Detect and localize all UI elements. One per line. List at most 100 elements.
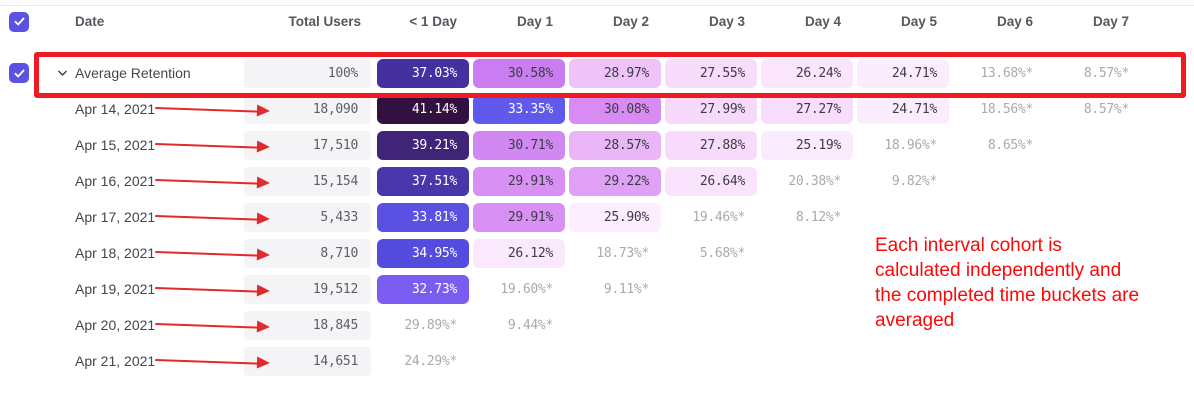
total-users-column: 14,651	[242, 346, 375, 376]
retention-cell-1-day[interactable]: 34.95%	[377, 238, 469, 268]
table-row[interactable]: Apr 17, 2021 5,433 33.81% 29.91% 25.90% 19.46…	[0, 199, 1194, 235]
day-cell-slot: 29.89%*	[375, 311, 471, 340]
retention-cell-day-3[interactable]: 26.64%	[665, 166, 757, 196]
retention-cell-day-4: 8.12%*	[795, 209, 841, 225]
day-cell-slot: 39.21%	[375, 130, 471, 160]
table-row[interactable]: Apr 15, 2021 17,510 39.21% 30.71% 28.57% 27.8…	[0, 127, 1194, 163]
retention-cell-day-2[interactable]: 30.08%	[569, 94, 661, 124]
date-cell: Apr 21, 2021	[42, 353, 242, 369]
row-checkbox[interactable]	[9, 63, 29, 83]
retention-cell-day-5[interactable]: 24.71%	[857, 94, 949, 124]
retention-cell-day-1[interactable]: 29.91%	[473, 202, 565, 232]
retention-cell-day-3[interactable]: 27.55%	[665, 58, 757, 88]
retention-cell-1-day[interactable]: 39.21%	[377, 130, 469, 160]
col-header-total-users: Total Users	[288, 14, 361, 29]
total-users-column: 18,090	[242, 94, 375, 124]
date-cell: Apr 19, 2021	[42, 281, 242, 297]
retention-cell-day-4[interactable]: 26.24%	[761, 58, 853, 88]
retention-cell-day-5[interactable]: 24.71%	[857, 58, 949, 88]
chevron-down-icon[interactable]	[56, 67, 69, 80]
retention-cell-day-1[interactable]: 30.71%	[473, 130, 565, 160]
retention-cell-day-5: 9.82%*	[891, 173, 937, 189]
retention-cell-day-2[interactable]: 25.90%	[569, 202, 661, 232]
annotation-note: Each interval cohort is calculated indepe…	[875, 233, 1139, 333]
retention-cell-day-2[interactable]: 28.97%	[569, 58, 661, 88]
day-cell-slot: 9.11%*	[567, 275, 663, 304]
retention-cell-day-3[interactable]: 27.88%	[665, 130, 757, 160]
retention-cell-1-day[interactable]: 33.81%	[377, 202, 469, 232]
total-users-cell: 5,433	[244, 202, 371, 232]
retention-cell-day-4: 20.38%*	[788, 173, 841, 189]
total-users-cell: 14,651	[244, 346, 371, 376]
day-cell-slot: 28.97%	[567, 58, 663, 88]
day-cell-slot: 25.19%	[759, 130, 855, 160]
total-users-column: 19,512	[242, 274, 375, 304]
col-header-day-6: Day 6	[996, 14, 1033, 29]
table-row[interactable]: Apr 20, 2021 18,845 29.89%* 9.44%*	[0, 307, 1194, 343]
retention-cell-1-day[interactable]: 41.14%	[377, 94, 469, 124]
date-cell: Apr 14, 2021	[42, 101, 242, 117]
retention-cell-day-7: 8.57%*	[1083, 65, 1129, 81]
annotation-line: the completed time buckets are	[875, 285, 1140, 306]
day-cell-slot: 13.68%*	[951, 59, 1047, 88]
day-cell-slot: 30.71%	[471, 130, 567, 160]
day-cell-slot: 19.46%*	[663, 203, 759, 232]
retention-cell-1-day[interactable]: 32.73%	[377, 274, 469, 304]
col-header-day-7: Day 7	[1092, 14, 1129, 29]
table-row[interactable]: Apr 16, 2021 15,154 37.51% 29.91% 29.22% 26.6…	[0, 163, 1194, 199]
retention-cell-1-day[interactable]: 37.03%	[377, 58, 469, 88]
row-label-date: Apr 15, 2021	[75, 137, 156, 153]
row-label-date: Apr 16, 2021	[75, 173, 156, 189]
day-cell-slot: 28.57%	[567, 130, 663, 160]
retention-cell-day-1: 9.44%*	[507, 317, 553, 333]
day-cell-slot: 37.03%	[375, 58, 471, 88]
day-cell-slot: 9.82%*	[855, 167, 951, 196]
retention-cell-day-3[interactable]: 27.99%	[665, 94, 757, 124]
total-users-cell: 18,090	[244, 94, 371, 124]
table-row[interactable]: Apr 14, 2021 18,090 41.14% 33.35% 30.08% 27.9…	[0, 91, 1194, 127]
row-label-date: Apr 20, 2021	[75, 317, 156, 333]
date-cell: Apr 20, 2021	[42, 317, 242, 333]
retention-cell-day-3: 19.46%*	[692, 209, 745, 225]
day-cell-slot: 33.81%	[375, 202, 471, 232]
retention-cell-day-1[interactable]: 29.91%	[473, 166, 565, 196]
retention-cell-day-4[interactable]: 25.19%	[761, 130, 853, 160]
total-users-cell: 100%	[244, 58, 371, 88]
col-header-day-1: Day 1	[516, 14, 553, 29]
day-cell-slot: 8.57%*	[1047, 95, 1143, 124]
day-cell-slot: 26.12%	[471, 238, 567, 268]
retention-cell-1-day[interactable]: 37.51%	[377, 166, 469, 196]
table-row[interactable]: Apr 19, 2021 19,512 32.73% 19.60%* 9.11%*	[0, 271, 1194, 307]
day-cell-slot: 30.58%	[471, 58, 567, 88]
table-row[interactable]: Apr 21, 2021 14,651 24.29%*	[0, 343, 1194, 379]
day-cell-slot: 34.95%	[375, 238, 471, 268]
select-all-cell	[0, 11, 42, 32]
retention-cell-day-1[interactable]: 26.12%	[473, 238, 565, 268]
date-cell: Apr 18, 2021	[42, 245, 242, 261]
retention-cell-day-6: 18.56%*	[980, 101, 1033, 117]
day-cell-slot: 27.55%	[663, 58, 759, 88]
retention-cell-day-2[interactable]: 28.57%	[569, 130, 661, 160]
header-row: Date Total Users < 1 Day Day 1 Day 2 Day 3 D…	[0, 5, 1194, 37]
day-cell-slot: 9.44%*	[471, 311, 567, 340]
col-header-day-2: Day 2	[612, 14, 649, 29]
retention-cell-day-1[interactable]: 30.58%	[473, 58, 565, 88]
total-users-column: 17,510	[242, 130, 375, 160]
row-label-average-retention: Average Retention	[75, 65, 191, 81]
day-cell-slot: 37.51%	[375, 166, 471, 196]
day-cell-slot: 29.91%	[471, 166, 567, 196]
col-header-day-4: Day 4	[804, 14, 841, 29]
table-row-average-retention[interactable]: Average Retention 100% 37.03% 30.58% 28.97% 2…	[0, 55, 1194, 91]
retention-cell-1-day: 24.29%*	[404, 353, 457, 369]
annotation-line: averaged	[875, 310, 955, 331]
col-header-day-3: Day 3	[708, 14, 745, 29]
retention-cell-day-2[interactable]: 29.22%	[569, 166, 661, 196]
day-cell-slot: 26.24%	[759, 58, 855, 88]
select-all-checkbox[interactable]	[9, 11, 29, 32]
retention-cell-day-4[interactable]: 27.27%	[761, 94, 853, 124]
retention-cell-day-1[interactable]: 33.35%	[473, 94, 565, 124]
table-row[interactable]: Apr 18, 2021 8,710 34.95% 26.12% 18.73%* 5.68…	[0, 235, 1194, 271]
day-cell-slot: 8.65%*	[951, 131, 1047, 160]
date-cell: Apr 15, 2021	[42, 137, 242, 153]
